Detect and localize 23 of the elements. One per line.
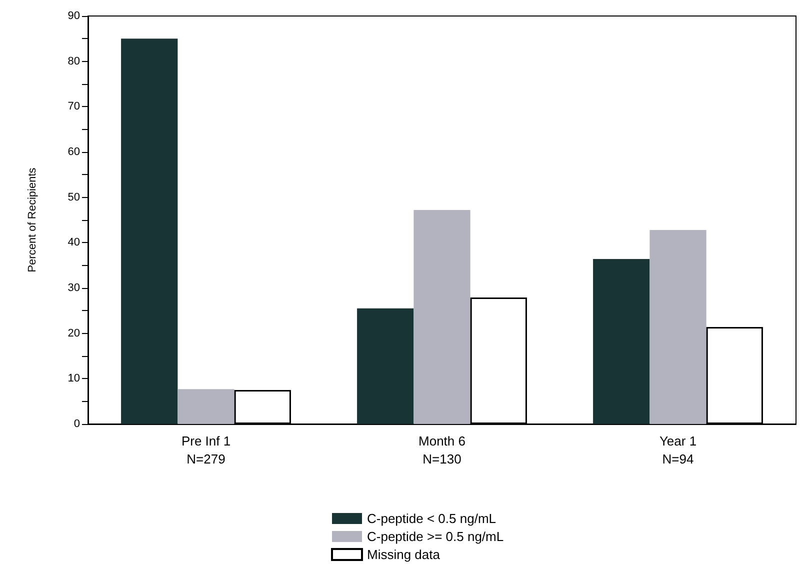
bar xyxy=(593,258,650,424)
bar xyxy=(650,230,706,424)
y-tick-label: 70 xyxy=(68,100,80,113)
y-tick-label: 20 xyxy=(68,327,80,340)
y-tick-label: 90 xyxy=(68,10,80,22)
bar xyxy=(414,210,470,424)
x-tick-label: Pre Inf 1 N=279 xyxy=(181,434,231,466)
y-tick-label: 50 xyxy=(68,191,80,204)
bar xyxy=(178,389,234,424)
bar xyxy=(121,38,178,424)
legend-label: C-peptide >= 0.5 ng/mL xyxy=(367,529,504,544)
y-tick-label: 10 xyxy=(68,372,80,385)
y-tick-label: 40 xyxy=(68,236,80,249)
y-tick-label: 80 xyxy=(68,55,80,68)
y-axis-title: Percent of Recipients xyxy=(26,167,38,272)
bar xyxy=(357,308,414,424)
legend-label: Missing data xyxy=(367,547,441,562)
y-tick-label: 0 xyxy=(74,418,80,430)
x-tick-label: Year 1 N=94 xyxy=(659,434,697,466)
legend-label: C-peptide < 0.5 ng/mL xyxy=(367,511,496,526)
x-tick-label: Month 6 N=130 xyxy=(418,434,466,466)
y-tick-label: 30 xyxy=(68,282,80,294)
y-tick-label: 60 xyxy=(68,146,80,158)
